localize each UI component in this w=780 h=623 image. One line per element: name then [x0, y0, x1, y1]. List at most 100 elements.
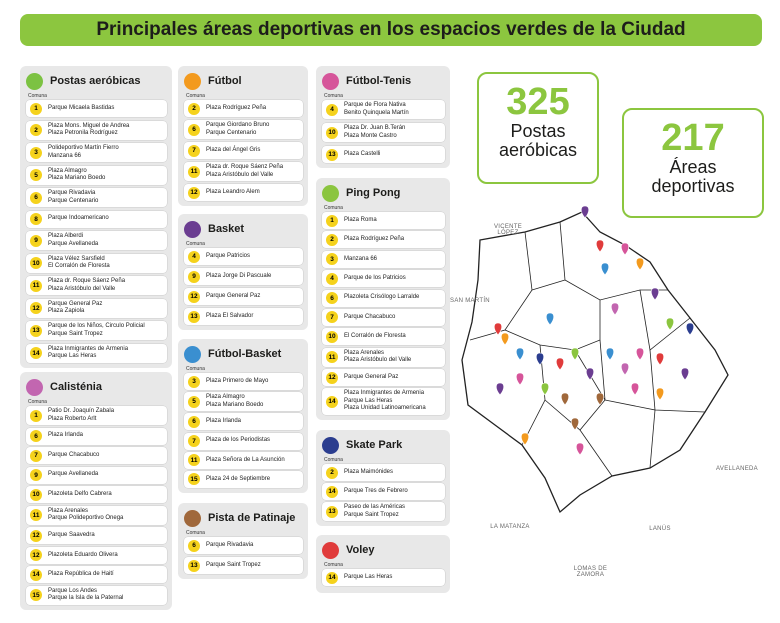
- list-row: 13 Plaza El Salvador: [184, 308, 303, 325]
- comuna-label: Comuna: [186, 366, 205, 372]
- section-panel: Skate Park Comuna 2 Plaza Maimónides 14 Parqu…: [316, 430, 450, 526]
- place-name: Parque Rivadavia: [48, 190, 96, 197]
- section-icon: [184, 220, 201, 238]
- section-icon: [26, 378, 43, 396]
- comuna-number: 3: [30, 146, 42, 159]
- section-icon: [322, 72, 339, 90]
- map-pin: [540, 382, 550, 396]
- map-pins: [493, 205, 695, 456]
- comuna-number: 12: [326, 371, 338, 384]
- comuna-number: 12: [188, 290, 200, 303]
- list-row: 15 Plaza 24 de Septiembre: [184, 470, 303, 488]
- place-name: Plaza Maimónides: [344, 468, 394, 475]
- comuna-number: 6: [30, 191, 42, 204]
- places: El Corralón de Floresta: [344, 333, 406, 341]
- section-title: Calisténia: [50, 381, 102, 393]
- map-pin: [493, 322, 503, 336]
- comuna-number: 10: [30, 257, 42, 270]
- place-name: Plaza 24 de Septiembre: [206, 475, 271, 482]
- comuna-number: 14: [326, 571, 338, 584]
- place-name: Parque Saint Tropez: [344, 511, 399, 518]
- place-name: Plaza dr. Roque Sáenz Peña: [206, 164, 284, 170]
- places: Parque General Paz Plaza Zapiola: [48, 301, 102, 316]
- map-pin: [515, 347, 525, 361]
- list-row: 3 Plaza Primero de Mayo: [184, 373, 303, 390]
- places: Plaza 24 de Septiembre: [206, 476, 270, 484]
- map-pin: [560, 392, 570, 406]
- comuna-number: 13: [188, 310, 200, 323]
- comuna-number: 12: [188, 186, 200, 199]
- place-name: Plaza Roberto Arlt: [48, 415, 97, 422]
- place-name: Plaza de los Periodistas: [206, 437, 271, 444]
- places: Parque de Flora Nativa Benito Quinquela M…: [344, 102, 409, 117]
- stat-value: 325: [506, 81, 570, 123]
- map-pin: [665, 317, 675, 331]
- section-header: Skate Park: [322, 435, 445, 455]
- comuna-number: 10: [326, 330, 338, 343]
- title: Principales áreas deportivas en los espa…: [96, 19, 686, 40]
- place-name: Plaza Aristóbulo del Valle: [206, 171, 274, 178]
- place-name: Plaza Aristóbulo del Valle: [48, 285, 116, 292]
- section-title: Ping Pong: [346, 187, 401, 199]
- section-icon: [184, 509, 201, 527]
- comuna-number: 6: [188, 123, 200, 136]
- comuna-number: 14: [326, 395, 338, 408]
- list-row: 2 Plaza Mons. Miguel de Andrea Plaza Petro…: [26, 120, 167, 140]
- map-pin: [655, 352, 665, 366]
- list-row: 10 Plaza Dr. Juan B.Terán Plaza Monte Cast…: [322, 123, 445, 142]
- places: Plaza Irlanda: [206, 418, 241, 426]
- comuna-number: 5: [30, 169, 42, 182]
- comuna-number: 12: [30, 529, 42, 542]
- map-pin: [600, 262, 610, 276]
- place-name: Manzana 66: [344, 255, 378, 262]
- stat-label: Postas aeróbicas: [498, 121, 578, 160]
- list-row: 3 Manzana 66: [322, 250, 445, 268]
- map-pin: [535, 352, 545, 366]
- section-panel: Fútbol-Tenis Comuna 4 Parque de Flora Nativ…: [316, 66, 450, 168]
- places: Parque Saavedra: [48, 532, 95, 540]
- list-row: 7 Parque Chacabuco: [322, 308, 445, 326]
- place-name: Parque Giordano Bruno: [206, 122, 270, 128]
- comuna-number: 6: [326, 292, 338, 304]
- places: Plaza Rodríguez Peña: [206, 105, 266, 113]
- comuna-number: 2: [326, 233, 338, 246]
- comuna-number: 6: [30, 430, 42, 443]
- place-name: Plaza del Ángel Gris: [206, 146, 261, 153]
- rows: 3 Plaza Primero de Mayo 5 Plaza Almagro Plaz…: [184, 373, 303, 488]
- place-name: Paseo de las Américas: [344, 504, 406, 510]
- place-name: Plaza Jorge Di Pascuale: [206, 272, 272, 279]
- list-row: 12 Plazoleta Eduardo Olivera: [26, 546, 167, 564]
- rows: 4 Parque de Flora Nativa Benito Quinquela …: [322, 100, 445, 163]
- place-name: Plaza Aristóbulo del Valle: [344, 357, 412, 364]
- place-name: Parque Saint Tropez: [206, 561, 261, 568]
- places: Plaza Señora de La Asunción: [206, 457, 285, 465]
- list-row: 6 Parque Rivadavia: [184, 537, 303, 554]
- section-header: Postas aeróbicas: [26, 71, 167, 91]
- places: Parque Las Heras: [344, 574, 392, 582]
- places: Plaza Leandro Alem: [206, 189, 260, 197]
- title-bar: Principales áreas deportivas en los espa…: [20, 14, 762, 46]
- place-name: Plaza dr. Roque Sáenz Peña: [48, 278, 126, 285]
- map-pin: [575, 442, 585, 456]
- comuna-number: 1: [30, 102, 42, 115]
- section-panel: Calisténia Comuna 1 Patio Dr. Joaquín Zabal…: [20, 372, 172, 610]
- places: Plaza dr. Roque Sáenz Peña Plaza Aristóbu…: [206, 164, 283, 179]
- place-name: Plaza Inmigrantes de Armenia: [344, 390, 425, 397]
- map-pin: [545, 312, 555, 326]
- list-row: 7 Plaza del Ángel Gris: [184, 142, 303, 159]
- map-pin: [580, 205, 590, 219]
- stat-label: Áreas deportivas: [651, 157, 735, 196]
- map-pin: [500, 332, 510, 346]
- place-name: Benito Quinquela Martín: [344, 109, 409, 116]
- place-name: Parque la Isla de la Paternal: [48, 595, 124, 602]
- places: Parque Rivadavia: [206, 542, 253, 550]
- places: Plaza Almagro Plaza Mariano Boedo: [206, 394, 263, 409]
- map-pin: [570, 347, 580, 361]
- list-row: 6 Plazoleta Crisólogo Larralde: [322, 289, 445, 307]
- section-title: Voley: [346, 544, 375, 556]
- comuna-number: 11: [326, 351, 338, 364]
- place-name: Plaza Petronila Rodríguez: [48, 130, 118, 137]
- list-row: 7 Parque Chacabuco: [26, 447, 167, 465]
